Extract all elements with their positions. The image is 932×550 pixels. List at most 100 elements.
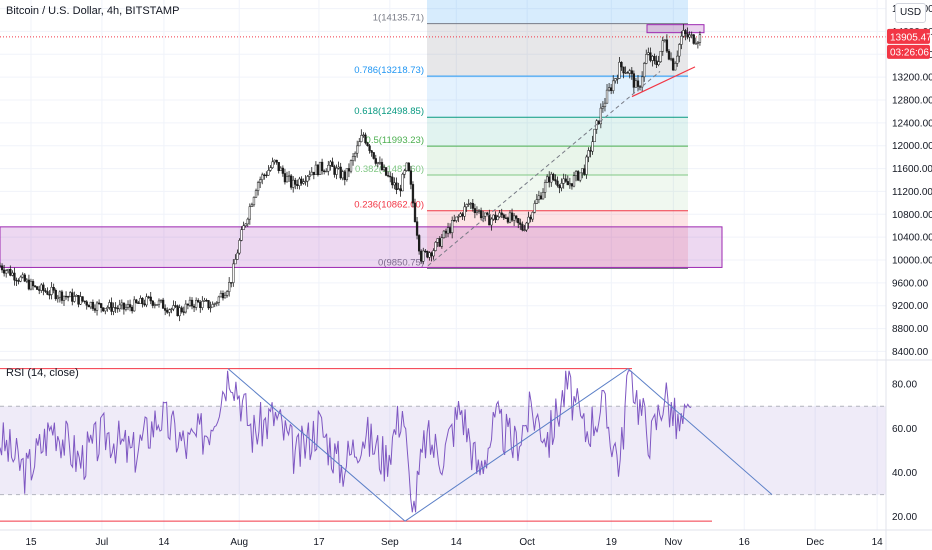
candle-body bbox=[484, 212, 487, 217]
time-tick-label: 15 bbox=[25, 537, 37, 548]
candle-body bbox=[52, 287, 55, 291]
candle-body bbox=[397, 188, 400, 190]
candle-body bbox=[275, 159, 278, 163]
candle-body bbox=[576, 171, 580, 181]
candle-body bbox=[236, 252, 239, 260]
rsi-tick-label: 40.00 bbox=[892, 468, 917, 479]
candle-body bbox=[430, 252, 433, 257]
price-tick-label: 8400.00 bbox=[892, 347, 929, 358]
rsi-pane bbox=[0, 368, 886, 522]
candle-body bbox=[657, 61, 660, 65]
candle-body bbox=[680, 35, 683, 45]
candle-body bbox=[395, 182, 398, 190]
currency-button[interactable]: USD bbox=[895, 3, 926, 23]
last-price-badge bbox=[887, 28, 930, 44]
candle-body bbox=[56, 296, 59, 300]
candle-body bbox=[269, 167, 272, 171]
candle-body bbox=[281, 167, 285, 174]
rsi-down-trend[interactable] bbox=[227, 368, 406, 522]
time-tick-label: 14 bbox=[872, 537, 884, 548]
candle-body bbox=[347, 168, 351, 172]
candle-body bbox=[85, 301, 88, 306]
candle-body bbox=[517, 218, 520, 224]
countdown-text: 03:26:06 bbox=[890, 47, 929, 58]
candle-body bbox=[314, 164, 318, 175]
candle-body bbox=[23, 274, 26, 282]
candle-body bbox=[554, 179, 557, 182]
candle-body bbox=[296, 184, 299, 186]
candle-body bbox=[676, 55, 679, 64]
candle-body bbox=[618, 61, 621, 79]
candle-body bbox=[500, 212, 503, 216]
candle-body bbox=[137, 302, 140, 304]
candle-body bbox=[448, 227, 452, 233]
candle-body bbox=[108, 302, 111, 308]
fib-level-label: 0(9850.75) bbox=[378, 258, 424, 269]
candle-body bbox=[2, 269, 6, 274]
candle-body bbox=[240, 229, 243, 241]
candle-body bbox=[256, 182, 260, 191]
candle-body bbox=[300, 178, 303, 184]
candle-body bbox=[628, 70, 631, 74]
support-zones[interactable] bbox=[0, 24, 886, 268]
candle-body bbox=[9, 269, 12, 276]
candle-body bbox=[232, 263, 235, 283]
rsi-projection[interactable] bbox=[627, 368, 773, 496]
candle-body bbox=[170, 308, 173, 311]
candle-body bbox=[622, 66, 625, 74]
fib-level-label: 0.786(13218.73) bbox=[354, 65, 424, 76]
candle-body bbox=[426, 250, 429, 258]
candle-body bbox=[139, 297, 142, 304]
rsi-tick-label: 60.00 bbox=[892, 424, 917, 435]
candle-body bbox=[153, 304, 157, 306]
price-tick-label: 12800.00 bbox=[892, 96, 932, 107]
candle-body bbox=[632, 73, 636, 88]
candle-body bbox=[481, 216, 485, 219]
resistance-zone[interactable] bbox=[646, 24, 705, 34]
candle-body bbox=[178, 307, 181, 317]
candle-body bbox=[205, 300, 208, 302]
candle-body bbox=[184, 303, 187, 313]
ascending-trendline[interactable] bbox=[631, 66, 696, 98]
candle-body bbox=[199, 301, 202, 308]
candle-body bbox=[104, 308, 107, 312]
candle-body bbox=[455, 216, 458, 221]
fib-band bbox=[427, 117, 688, 147]
fibonacci-retracement[interactable]: 1(14135.71) 0.786(13218.73) 0.618(12498.85… bbox=[354, 0, 688, 270]
fib-level-label: 1(14135.71) bbox=[373, 13, 424, 24]
candle-body bbox=[310, 171, 313, 176]
candle-body bbox=[440, 237, 444, 247]
candle-body bbox=[653, 56, 656, 62]
price-tick-label: 11200.00 bbox=[892, 187, 932, 198]
trend-lines[interactable] bbox=[427, 66, 696, 267]
candle-body bbox=[411, 184, 415, 204]
support-zone[interactable] bbox=[0, 226, 723, 268]
candle-body bbox=[651, 56, 654, 61]
candle-body bbox=[564, 178, 567, 182]
candle-body bbox=[566, 181, 569, 186]
candle-body bbox=[147, 296, 150, 298]
candle-body bbox=[97, 302, 101, 304]
candle-body bbox=[209, 306, 212, 309]
candle-body bbox=[186, 303, 190, 306]
candle-body bbox=[292, 179, 295, 188]
rsi-up-trend[interactable] bbox=[404, 368, 629, 522]
fib-diagonal bbox=[427, 71, 661, 267]
candle-body bbox=[698, 34, 702, 43]
candle-body bbox=[73, 296, 76, 302]
candle-body bbox=[636, 80, 640, 87]
candle-body bbox=[114, 307, 117, 309]
candle-body bbox=[570, 183, 574, 187]
candle-body bbox=[341, 171, 344, 179]
candle-body bbox=[254, 190, 258, 198]
candle-body bbox=[382, 167, 386, 171]
candle-body bbox=[259, 179, 262, 183]
candle-body bbox=[552, 173, 555, 180]
candle-body bbox=[659, 50, 662, 63]
candle-body bbox=[405, 162, 408, 171]
time-tick-label: Sep bbox=[381, 537, 399, 548]
candle-body bbox=[496, 216, 499, 221]
candle-body bbox=[523, 229, 526, 232]
